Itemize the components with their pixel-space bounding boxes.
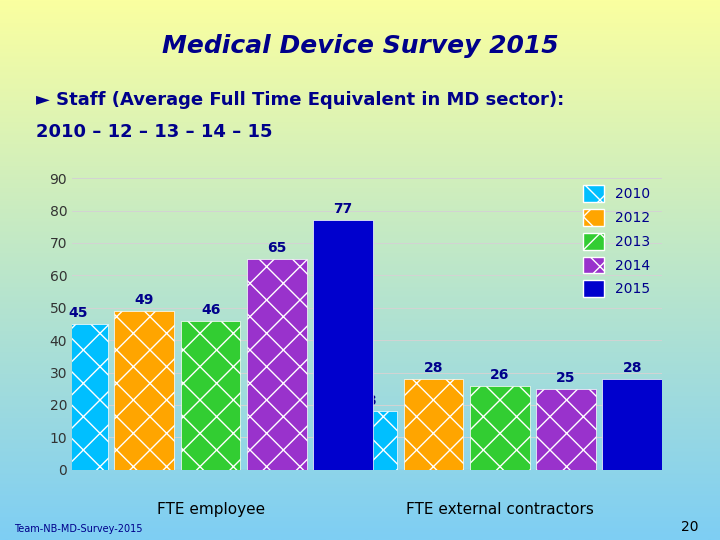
Text: FTE employee: FTE employee xyxy=(156,502,265,517)
Text: 49: 49 xyxy=(135,293,154,307)
Bar xyxy=(313,220,373,470)
Bar xyxy=(338,411,397,470)
Bar xyxy=(114,311,174,470)
Text: 25: 25 xyxy=(557,371,576,385)
Text: 28: 28 xyxy=(423,361,444,375)
Text: 20: 20 xyxy=(681,519,698,534)
Bar xyxy=(247,259,307,470)
Text: 45: 45 xyxy=(68,306,88,320)
Text: Team-NB-MD-Survey-2015: Team-NB-MD-Survey-2015 xyxy=(14,523,143,534)
Bar xyxy=(48,324,108,470)
Bar xyxy=(603,379,662,470)
Text: 28: 28 xyxy=(623,361,642,375)
Text: 18: 18 xyxy=(357,394,377,408)
Text: 65: 65 xyxy=(267,241,287,255)
Bar xyxy=(470,386,530,470)
Bar xyxy=(181,321,240,470)
Text: Medical Device Survey 2015: Medical Device Survey 2015 xyxy=(162,34,558,58)
Text: 77: 77 xyxy=(333,202,353,217)
Bar xyxy=(536,389,596,470)
Text: 26: 26 xyxy=(490,368,510,382)
Text: 2010 – 12 – 13 – 14 – 15: 2010 – 12 – 13 – 14 – 15 xyxy=(36,123,272,141)
Legend: 2010, 2012, 2013, 2014, 2015: 2010, 2012, 2013, 2014, 2015 xyxy=(577,179,655,303)
Bar xyxy=(404,379,463,470)
Text: ► Staff (Average Full Time Equivalent in MD sector):: ► Staff (Average Full Time Equivalent in… xyxy=(36,91,564,109)
Text: FTE external contractors: FTE external contractors xyxy=(406,502,594,517)
Text: 46: 46 xyxy=(201,303,220,317)
